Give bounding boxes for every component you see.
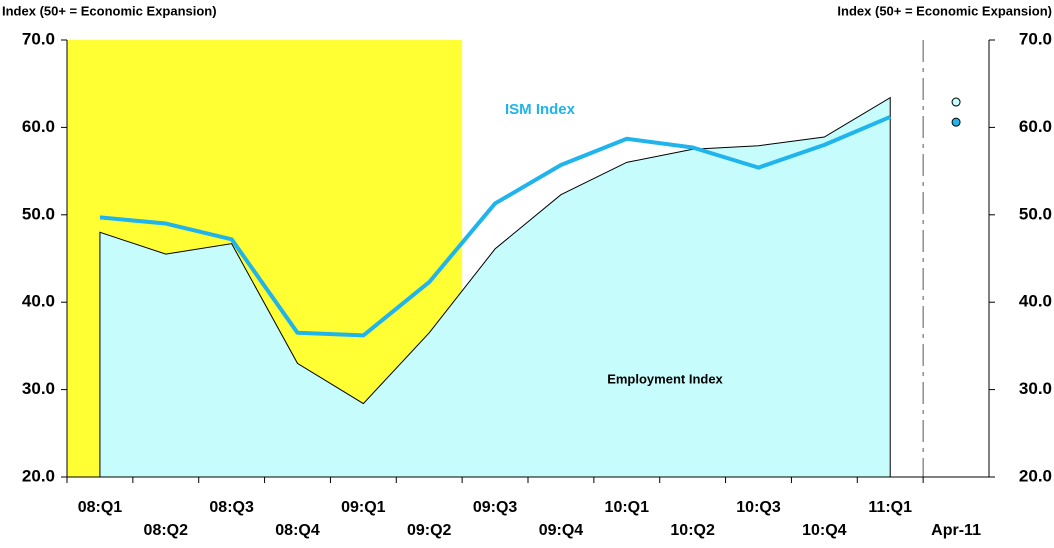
y2-axis-label: Index (50+ = Economic Expansion) <box>837 3 1052 18</box>
series-label: ISM Index <box>505 101 576 118</box>
x-tick-label: 09:Q2 <box>407 522 452 539</box>
y2-tick-label: 30.0 <box>1019 379 1052 398</box>
y2-tick-label: 40.0 <box>1019 292 1052 311</box>
x-tick-label: 08:Q1 <box>78 499 123 516</box>
y2-tick-label: 60.0 <box>1019 117 1052 136</box>
x-tick-label: 09:Q4 <box>539 522 584 539</box>
y2-tick-label: 50.0 <box>1019 204 1052 223</box>
x-tick-label: Apr-11 <box>931 522 981 539</box>
x-tick-label: 09:Q1 <box>341 499 386 516</box>
y-tick-label: 50.0 <box>22 204 55 223</box>
y-tick-label: 30.0 <box>22 379 55 398</box>
x-tick-label: 08:Q2 <box>144 522 189 539</box>
x-tick-label: 10:Q2 <box>670 522 715 539</box>
y2-tick-label: 70.0 <box>1019 29 1052 48</box>
y-axis-label: Index (50+ = Economic Expansion) <box>2 3 217 18</box>
y-tick-label: 40.0 <box>22 292 55 311</box>
x-tick-label: 09:Q3 <box>473 499 518 516</box>
x-tick-label: 10:Q4 <box>802 522 847 539</box>
marker <box>951 117 961 127</box>
y2-tick-label: 20.0 <box>1019 466 1052 485</box>
x-tick-label: 10:Q1 <box>605 499 650 516</box>
x-tick-label: 08:Q3 <box>209 499 254 516</box>
series-label: Employment Index <box>607 371 723 386</box>
marker <box>951 97 961 107</box>
x-tick-label: 08:Q4 <box>275 522 320 539</box>
area <box>99 96 891 478</box>
x-tick-label: 11:Q1 <box>868 499 912 516</box>
y-tick-label: 20.0 <box>22 466 55 485</box>
line <box>99 115 891 338</box>
y-tick-label: 70.0 <box>22 29 55 48</box>
y-tick-label: 60.0 <box>22 117 55 136</box>
x-tick-label: 10:Q3 <box>736 499 781 516</box>
